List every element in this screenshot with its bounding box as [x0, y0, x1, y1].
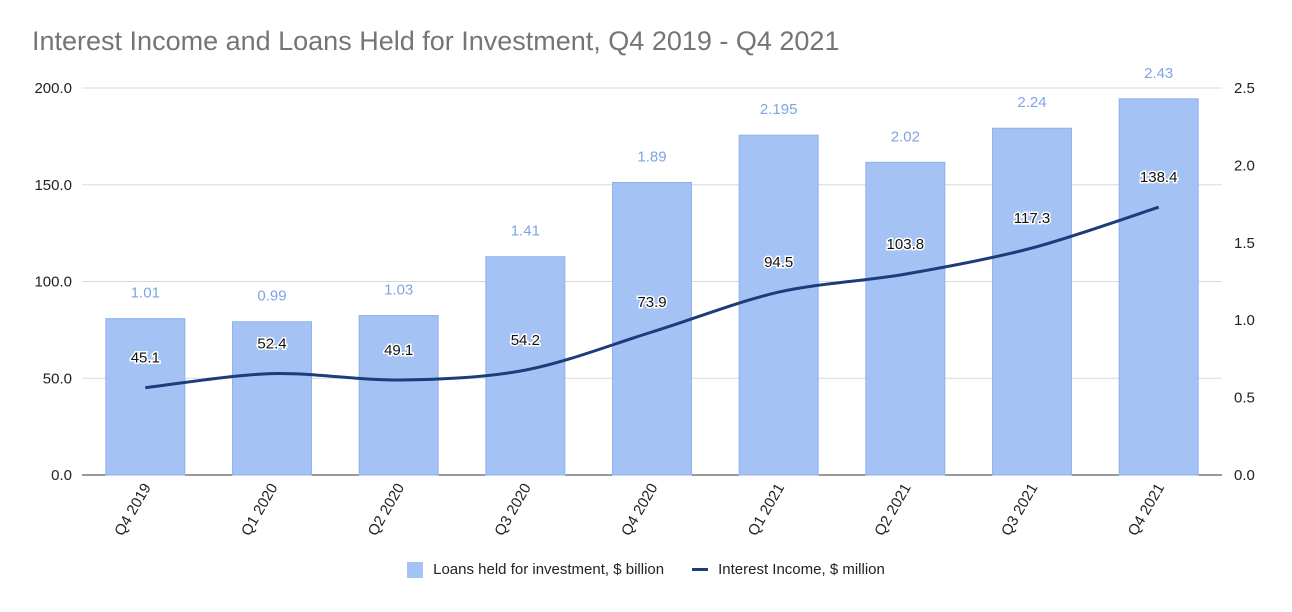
- bar: [1118, 98, 1199, 476]
- right-axis: 0.0 0.5 1.0 1.5 2.0 2.5: [1234, 80, 1255, 484]
- bar: [738, 134, 819, 476]
- left-axis-tick-label: 200.0: [34, 80, 72, 97]
- legend-label-interest: Interest Income, $ million: [718, 561, 885, 578]
- bar: [358, 315, 439, 476]
- bar: [612, 181, 692, 476]
- right-axis-tick-label: 0.5: [1234, 390, 1255, 407]
- legend-swatch-bar: [407, 561, 424, 578]
- line-data-label: 54.2: [511, 332, 540, 349]
- bar: [485, 256, 566, 476]
- bar-data-label: 2.195: [760, 101, 798, 118]
- x-axis-tick-label: Q4 2021: [1125, 481, 1168, 539]
- bar-data-labels: 1.01 0.99 1.03 1.41 1.89 2.195 2.02 2.24 2.43: [131, 65, 1174, 305]
- bar-data-label: 2.24: [1017, 94, 1046, 111]
- x-axis-tick-label: Q3 2020: [491, 481, 534, 539]
- line-data-label: 49.1: [384, 342, 413, 359]
- x-axis-tick-label: Q1 2020: [238, 481, 281, 539]
- line-data-label: 138.4: [1140, 169, 1178, 186]
- bar-data-label: 1.89: [637, 148, 666, 165]
- bar-data-label: 0.99: [257, 288, 286, 305]
- bar: [105, 318, 186, 476]
- right-axis-tick-label: 0.0: [1234, 467, 1255, 484]
- x-axis-tick-label: Q4 2019: [111, 481, 154, 539]
- chart-title: Interest Income and Loans Held for Inves…: [32, 26, 840, 56]
- line-data-labels: 45.1 52.4 49.1 54.2 73.9 94.5 103.8 117.3 138.4: [129, 168, 1179, 369]
- legend: Loans held for investment, $ billion Int…: [0, 561, 1292, 578]
- x-axis-tick-label: Q2 2020: [365, 481, 408, 539]
- x-axis-tick-label: Q4 2020: [618, 481, 661, 539]
- line-data-label: 52.4: [257, 336, 286, 353]
- bar-data-label: 2.02: [891, 128, 920, 145]
- left-axis-tick-label: 0.0: [51, 467, 72, 484]
- legend-swatch-line: [692, 568, 709, 571]
- line-data-label: 73.9: [637, 294, 666, 311]
- bar-data-label: 1.41: [511, 223, 540, 240]
- bar-data-label: 1.03: [384, 282, 413, 299]
- legend-item-interest[interactable]: Interest Income, $ million: [692, 561, 885, 578]
- bar: [865, 161, 946, 476]
- right-axis-tick-label: 2.5: [1234, 80, 1255, 97]
- line-data-label: 103.8: [887, 236, 925, 253]
- legend-label-loans: Loans held for investment, $ billion: [433, 561, 665, 578]
- legend-item-loans[interactable]: Loans held for investment, $ billion: [407, 561, 664, 578]
- x-axis: Q4 2019 Q1 2020 Q2 2020 Q3 2020 Q4 2020 Q1 20…: [111, 481, 1168, 539]
- right-axis-tick-label: 1.0: [1234, 312, 1255, 329]
- bar-series: [105, 98, 1199, 476]
- line-data-label: 45.1: [131, 350, 160, 367]
- bar-data-label: 1.01: [131, 285, 160, 302]
- left-axis-tick-label: 50.0: [43, 370, 72, 387]
- x-axis-tick-label: Q3 2021: [998, 481, 1041, 539]
- x-axis-tick-label: Q2 2021: [871, 481, 914, 539]
- left-axis: 0.0 50.0 100.0 150.0 200.0: [34, 80, 72, 484]
- line-data-label: 117.3: [1014, 210, 1050, 227]
- bar: [232, 321, 312, 476]
- right-axis-tick-label: 1.5: [1234, 235, 1255, 252]
- interest-income-line: [145, 205, 1160, 390]
- x-axis-tick-label: Q1 2021: [745, 481, 788, 539]
- bar-data-label: 2.43: [1144, 65, 1173, 82]
- right-axis-tick-label: 2.0: [1234, 157, 1255, 174]
- left-axis-tick-label: 100.0: [34, 274, 72, 291]
- bar: [992, 127, 1072, 476]
- line-data-label: 94.5: [764, 254, 793, 271]
- left-axis-tick-label: 150.0: [34, 177, 72, 194]
